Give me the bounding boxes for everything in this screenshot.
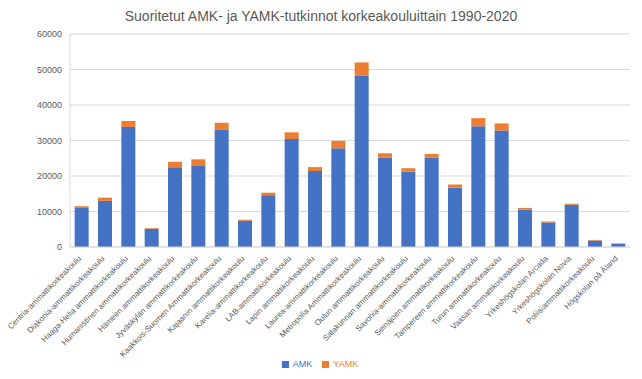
svg-text:Poliisiammattikorkeakoulu: Poliisiammattikorkeakoulu [524,254,597,326]
svg-text:Kaakkois-Suomen Ammattikorkeak: Kaakkois-Suomen Ammattikorkeakoulu [118,254,223,359]
svg-text:60000: 60000 [37,29,62,39]
svg-text:20000: 20000 [37,171,62,181]
svg-text:Laurea-ammattikorkeakoulu: Laurea-ammattikorkeakoulu [263,254,340,331]
svg-text:10000: 10000 [37,207,62,217]
svg-text:Högskolan på Åland: Högskolan på Åland [563,254,620,311]
svg-text:Hämeen ammattikorkeakoulu: Hämeen ammattikorkeakoulu [96,254,177,334]
svg-text:Karelia-ammattikorkeakoulu: Karelia-ammattikorkeakoulu [193,254,270,331]
svg-text:Tampereen ammattikorkeakoulu: Tampereen ammattikorkeakoulu [393,254,480,341]
svg-text:Metropolia Ammattikorkeakoulu: Metropolia Ammattikorkeakoulu [278,254,363,339]
svg-text:Oulun ammattikorkeakoulu: Oulun ammattikorkeakoulu [312,254,387,328]
svg-text:Turun ammattikorkeakoulu: Turun ammattikorkeakoulu [430,254,504,328]
html-text:YAMK: YAMK [333,359,359,369]
svg-text:LAB-ammattikorkeakoulu: LAB-ammattikorkeakoulu [223,254,294,324]
svg-text:40000: 40000 [37,100,62,110]
svg-text:Jyväskylän ammattikorkeakoulu: Jyväskylän ammattikorkeakoulu [114,254,200,340]
svg-text:Vaasan ammattikorkeakoulu: Vaasan ammattikorkeakoulu [449,254,527,332]
svg-text:Diakonia-ammattikorkeakoulu: Diakonia-ammattikorkeakoulu [25,254,107,335]
svg-text:Haaga-Helia ammattikorkeakoulu: Haaga-Helia ammattikorkeakoulu [39,254,130,345]
svg-text:Humanistinen ammattikorkeakoul: Humanistinen ammattikorkeakoulu [59,254,154,348]
svg-text:Yrkeshögskolan Arcada: Yrkeshögskolan Arcada [483,254,550,320]
svg-text:0: 0 [57,242,62,252]
svg-text:Savonia-ammattikorkeakoulu: Savonia-ammattikorkeakoulu [353,254,434,334]
svg-text:Lapin ammattikorkeakoulu: Lapin ammattikorkeakoulu [244,254,317,327]
svg-text:Satakunnan ammattikorkeakoulu: Satakunnan ammattikorkeakoulu [321,254,410,343]
svg-text:Yrkeshögskolan Novia: Yrkeshögskolan Novia [510,254,574,317]
svg-text:Kajaanin ammattikorkeakoulu: Kajaanin ammattikorkeakoulu [165,254,247,335]
svg-text:Seinäjoen ammattikorkeakoulu: Seinäjoen ammattikorkeakoulu [372,254,457,338]
svg-text:50000: 50000 [37,65,62,75]
svg-text:30000: 30000 [37,136,62,146]
html-text:Suoritetut AMK- ja YAMK-tutkin: Suoritetut AMK- ja YAMK-tutkinnot korkea… [124,8,518,24]
html-text:AMK: AMK [292,359,313,369]
